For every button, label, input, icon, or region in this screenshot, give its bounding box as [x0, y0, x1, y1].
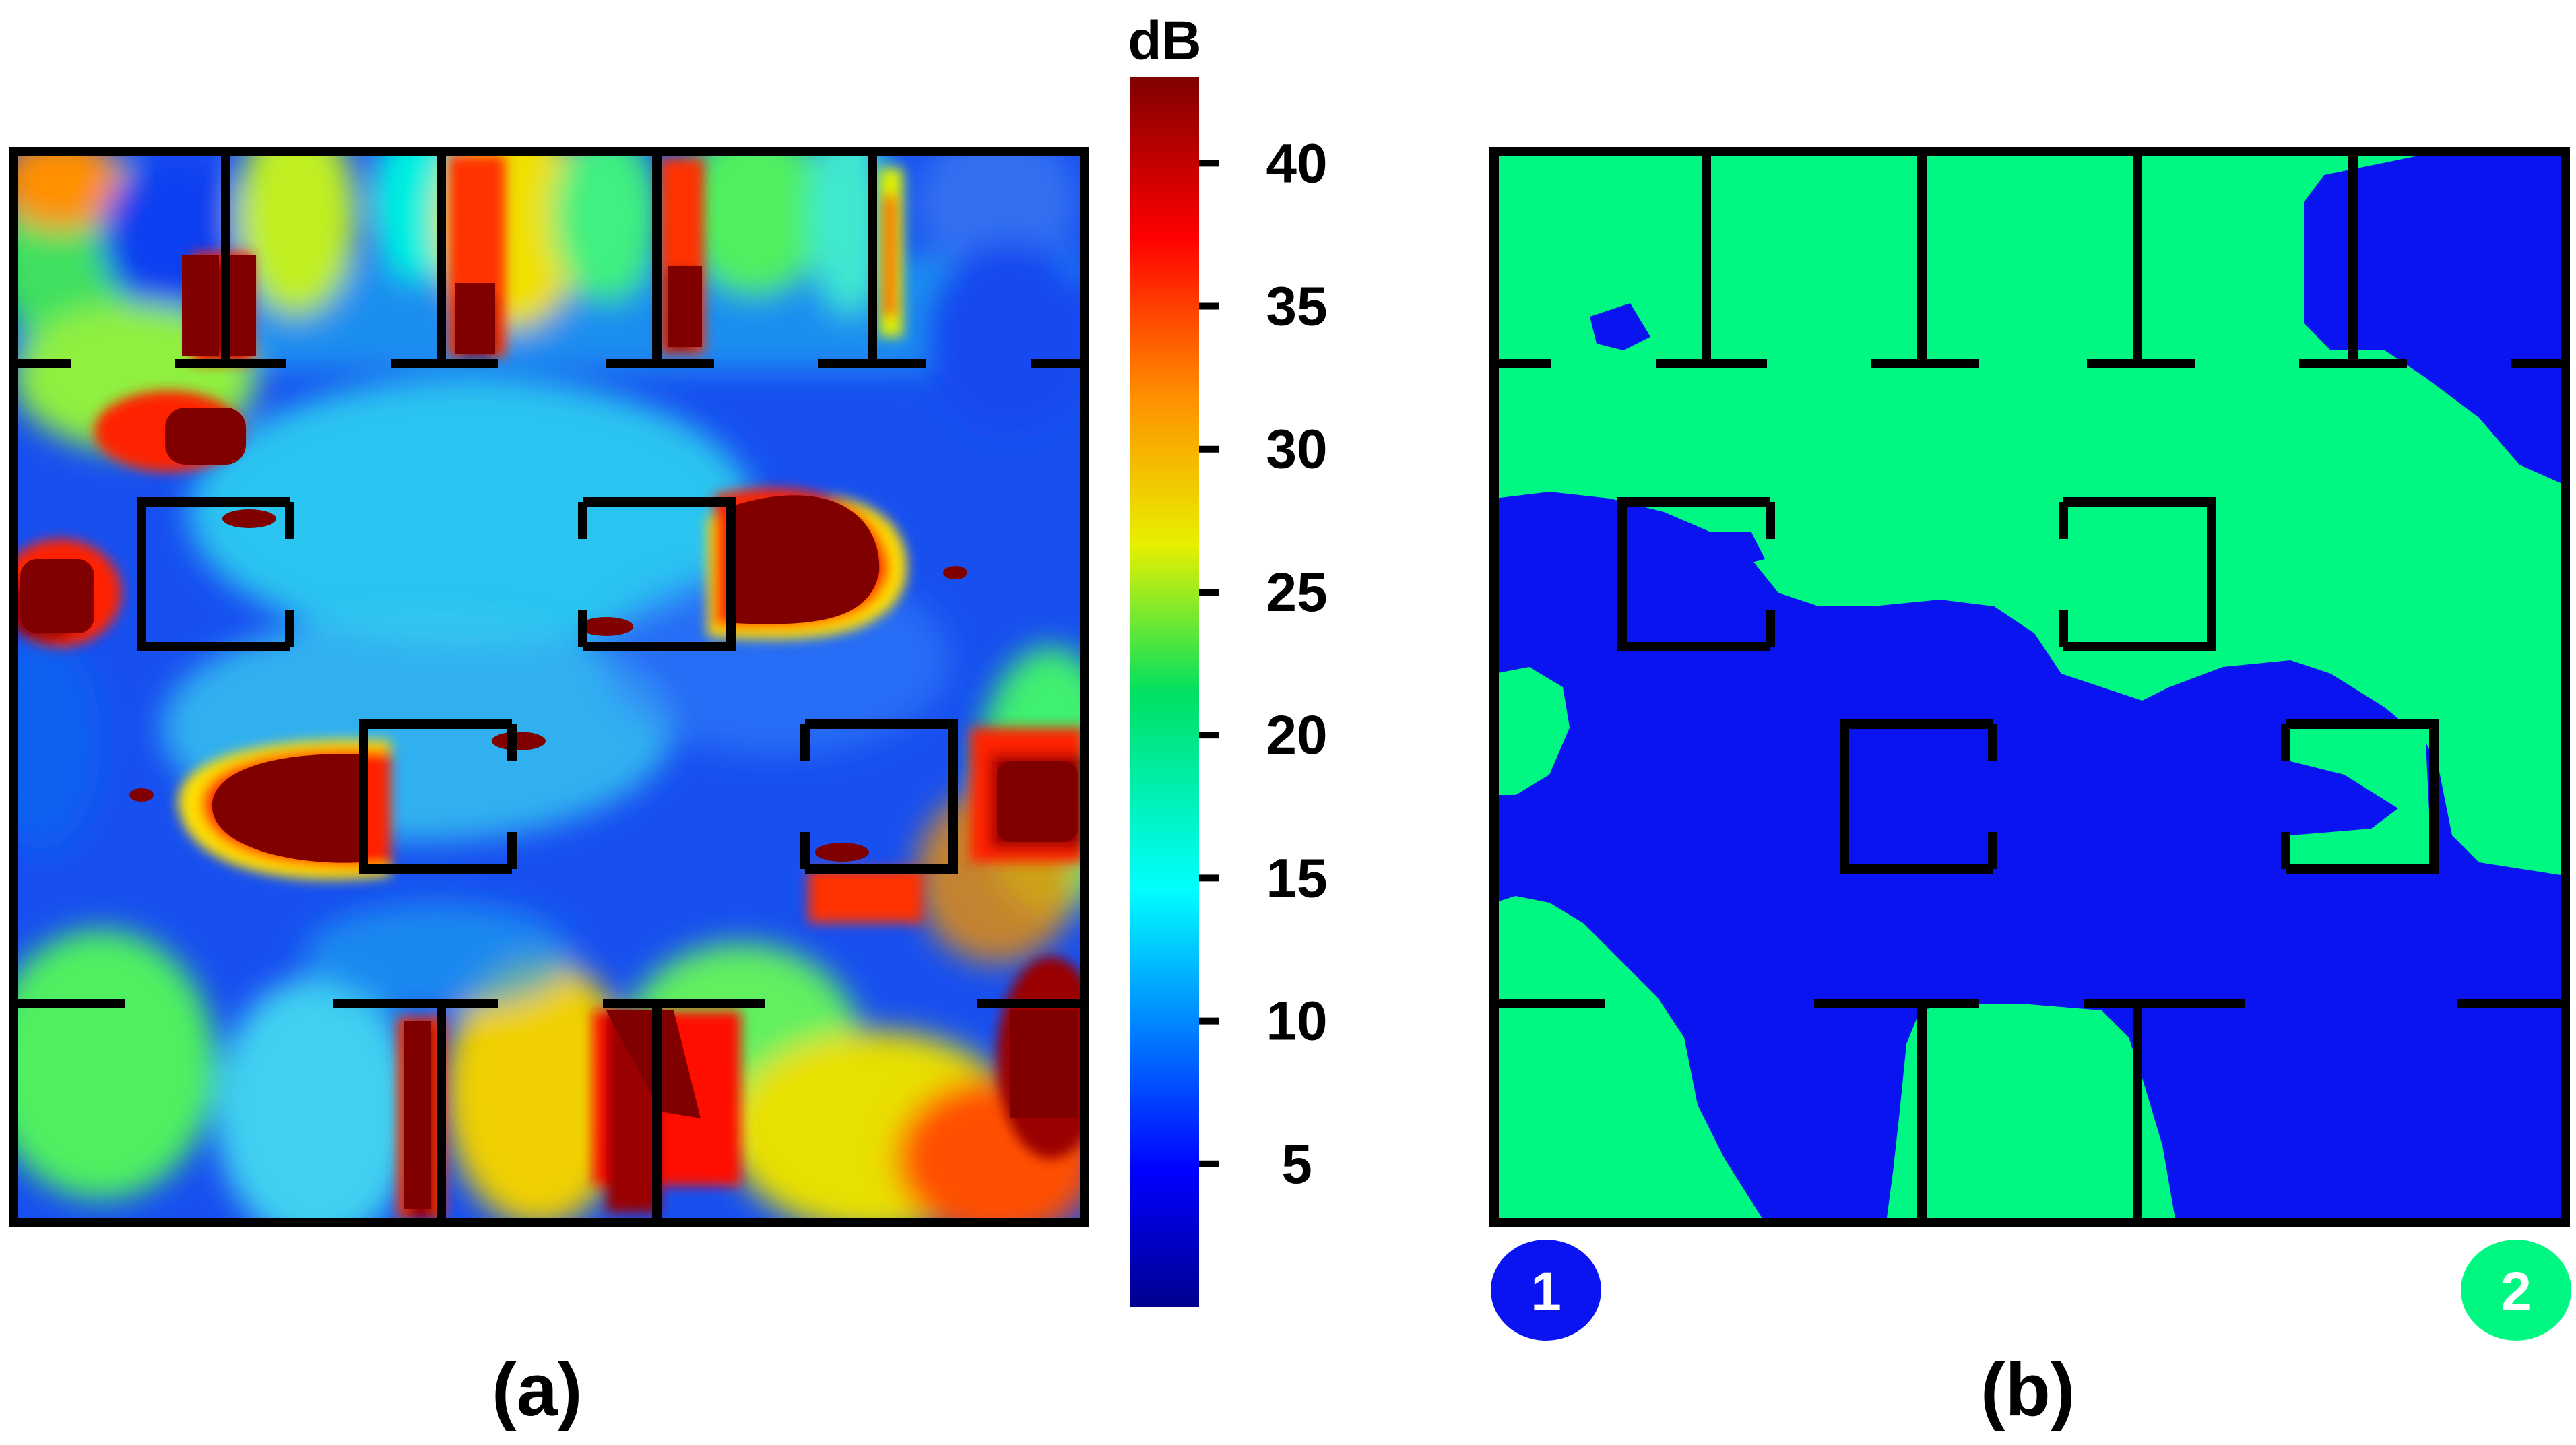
legend-category-2: 2 [2461, 1240, 2571, 1341]
colorbar-tick-label: 5 [1281, 1134, 1312, 1195]
heatmap-field-a [13, 152, 1085, 1223]
legend-category-1: 1 [1491, 1240, 1601, 1341]
class-region-1-right-top [2304, 152, 2565, 485]
colorbar-unit-label: dB [1128, 10, 1201, 71]
class-region-1-small-b [1630, 532, 1765, 569]
colorbar-tick-label: 25 [1266, 562, 1327, 623]
caption-b: (b) [1981, 1349, 2075, 1432]
classification-panel-b: 1 2 [1489, 147, 2571, 1341]
colorbar-tick-label: 30 [1266, 419, 1327, 480]
field-blobs [13, 152, 1085, 1223]
colorbar-gradient [1130, 77, 1199, 1307]
legend-badge-2 [2461, 1240, 2571, 1341]
field-cores [20, 255, 1078, 1209]
legend-label-1: 1 [1531, 1261, 1561, 1322]
walls-panel-b [1489, 147, 2570, 1227]
class-region-2-island-b [2290, 728, 2432, 869]
colorbar-tick-label: 15 [1266, 847, 1327, 909]
heatmap-panel-a [9, 147, 1089, 1227]
legend-badge-1 [1491, 1240, 1601, 1341]
colorbar-tick-label: 10 [1266, 991, 1327, 1052]
caption-a: (a) [492, 1349, 583, 1432]
colorbar-ticks: 5 10 15 20 25 30 35 40 [1199, 133, 1328, 1195]
colorbar-tick-label: 35 [1266, 276, 1327, 338]
legend-label-2: 2 [2501, 1261, 2532, 1322]
colorbar-tick-label: 40 [1266, 133, 1327, 194]
class-field-b [1494, 152, 2565, 1223]
class-region-2-island-a [1494, 667, 1570, 795]
walls-panel-a [9, 147, 1089, 1227]
colorbar-tick-label: 20 [1266, 705, 1327, 766]
colorbar: dB 5 10 15 20 25 30 35 40 [1128, 10, 1328, 1307]
class-region-2-island-c [2466, 633, 2506, 687]
class-region-1-lower [1494, 492, 2565, 1223]
class-region-1-small-a [1590, 303, 1650, 350]
